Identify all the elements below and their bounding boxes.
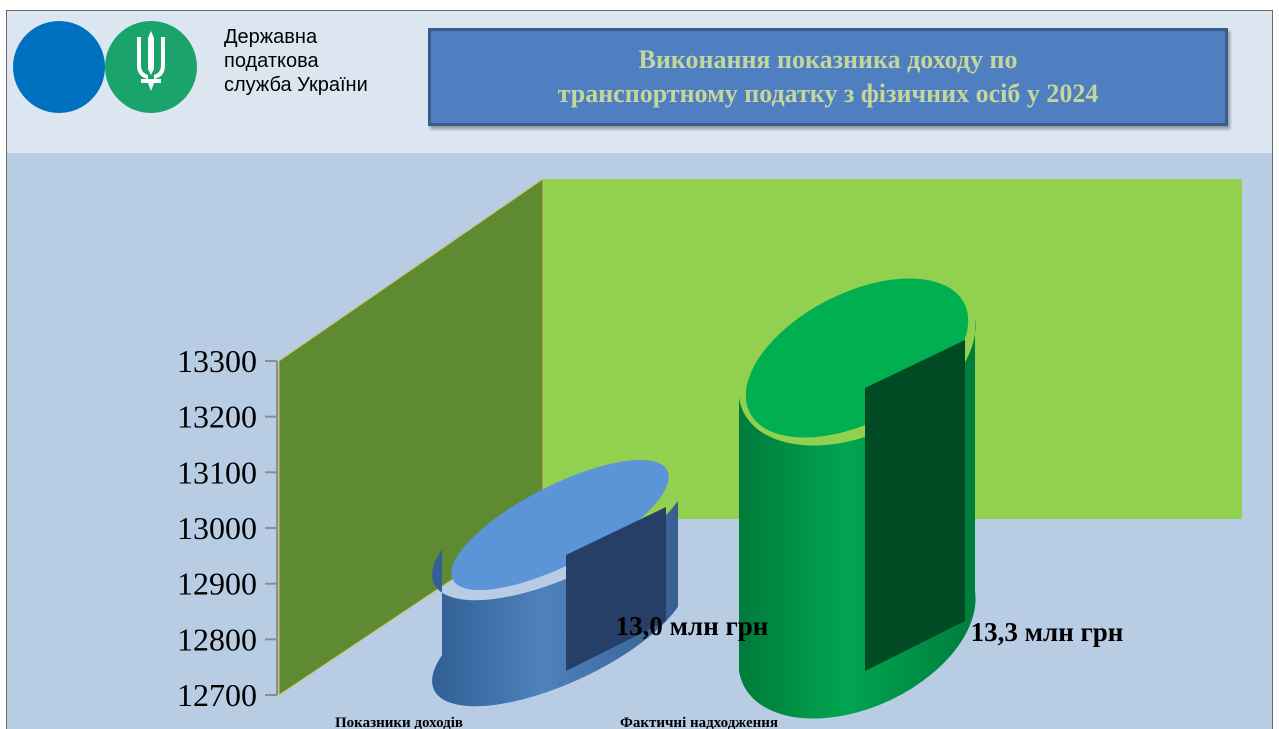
chart-title-line: транспортному податку з фізичних осіб у …	[557, 79, 1099, 108]
bar-shadow-face	[566, 507, 666, 671]
x-category-label: Фактичні надходження	[620, 715, 778, 729]
org-name: Державна податкова служба України	[224, 25, 368, 97]
y-tick-label: 12900	[177, 566, 257, 602]
trident-icon	[137, 31, 165, 91]
y-tick-label: 12700	[177, 677, 257, 713]
title-box: Виконання показника доходу по транспортн…	[428, 28, 1228, 126]
logo-blue-circle	[13, 21, 105, 113]
chart-title: Виконання показника доходу по транспортн…	[558, 43, 1099, 111]
chart: 12700 12800 12900 13000 13100 13200 13300 13,0…	[177, 178, 1242, 729]
bar-2	[739, 278, 976, 719]
bar-1	[432, 459, 678, 707]
org-name-line: служба України	[224, 74, 368, 96]
bar-cap	[451, 459, 669, 591]
x-category-label: Показники доходів	[335, 715, 463, 729]
chart-title-line: Виконання показника доходу по	[638, 45, 1018, 74]
y-tick-label: 13200	[177, 399, 257, 435]
data-label: 13,3 млн грн	[971, 617, 1124, 647]
org-name-line: Державна	[224, 26, 318, 48]
y-tick-label: 13000	[177, 510, 257, 546]
org-name-line: податкова	[224, 50, 319, 72]
y-tick-label: 13100	[177, 454, 257, 490]
data-label: 13,0 млн грн	[616, 611, 769, 641]
y-tick-label: 12800	[177, 621, 257, 657]
header-band: Державна податкова служба України Викона…	[7, 11, 1272, 153]
bar-shadow-face	[865, 340, 965, 671]
slide-frame: Державна податкова служба України Викона…	[6, 10, 1273, 729]
bar-body	[432, 500, 678, 707]
y-tick-label: 13300	[177, 343, 257, 379]
